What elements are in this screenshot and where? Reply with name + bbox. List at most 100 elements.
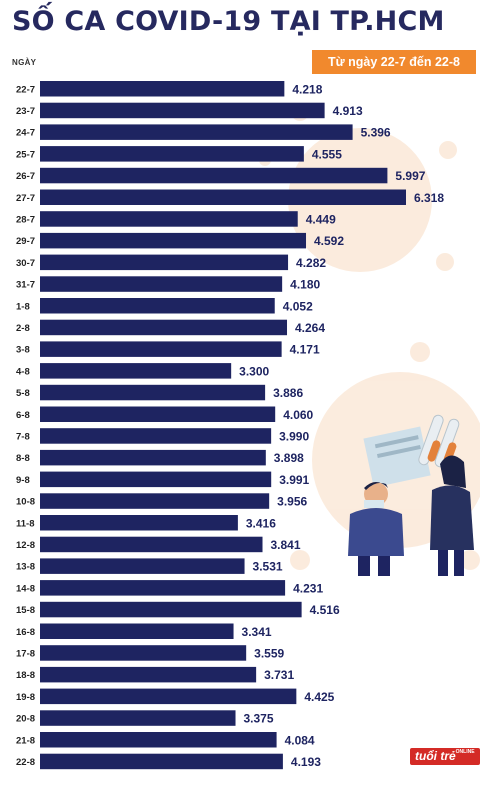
value-label: 4.180 [290, 278, 320, 292]
category-label: 20-8 [16, 714, 35, 725]
value-label: 4.449 [306, 212, 336, 226]
category-label: 27-7 [16, 193, 35, 204]
category-label: 22-7 [16, 84, 35, 95]
bar [40, 341, 282, 357]
bar [40, 276, 283, 292]
value-label: 4.264 [295, 321, 325, 335]
bar [40, 146, 304, 162]
value-label: 5.997 [395, 169, 425, 183]
brand-logo-text: tuổi trẻ [415, 749, 456, 763]
bar [40, 515, 238, 531]
bar [40, 232, 307, 249]
bar [40, 710, 236, 726]
category-label: 30-7 [16, 258, 35, 269]
bar [40, 167, 388, 184]
category-label: 9-8 [16, 475, 30, 486]
bar [40, 102, 325, 119]
category-label: 3-8 [16, 345, 30, 356]
bar [40, 384, 266, 401]
category-label: 7-8 [16, 431, 30, 442]
bar [40, 536, 263, 553]
value-label: 4.084 [285, 733, 315, 747]
value-label: 3.375 [244, 712, 274, 726]
value-label: 4.193 [291, 755, 321, 769]
value-label: 3.991 [279, 473, 309, 487]
value-label: 4.060 [283, 408, 313, 422]
value-label: 3.531 [253, 560, 283, 574]
category-label: 4-8 [16, 366, 30, 377]
bar [40, 428, 272, 444]
value-label: 3.300 [239, 364, 269, 378]
category-label: 29-7 [16, 236, 35, 247]
bar [40, 645, 247, 661]
bar [40, 319, 288, 336]
category-label: 18-8 [16, 670, 35, 681]
bar [40, 580, 286, 596]
bar [40, 406, 276, 422]
bar [40, 688, 297, 705]
test-tube-icon [418, 414, 460, 468]
bar [40, 363, 232, 379]
brand-logo: tuổi trẻONLINE [410, 748, 480, 765]
category-label: 8-8 [16, 453, 30, 464]
category-label: 26-7 [16, 171, 35, 182]
document-icon [363, 426, 431, 488]
value-label: 5.396 [361, 126, 391, 140]
value-label: 4.425 [304, 690, 334, 704]
category-label: 22-8 [16, 757, 35, 768]
bar [40, 601, 302, 618]
category-label: 1-8 [16, 301, 30, 312]
value-label: 4.171 [290, 343, 320, 357]
category-label: 28-7 [16, 214, 35, 225]
value-label: 3.956 [277, 495, 307, 509]
bar [40, 298, 275, 314]
value-label: 4.516 [310, 603, 340, 617]
value-label: 3.341 [242, 625, 272, 639]
category-label: 25-7 [16, 149, 35, 160]
category-label: 10-8 [16, 497, 35, 508]
value-label: 4.592 [314, 234, 344, 248]
category-label: 14-8 [16, 583, 35, 594]
value-label: 4.231 [293, 581, 323, 595]
category-label: 15-8 [16, 605, 35, 616]
value-label: 3.990 [279, 429, 309, 443]
bar [40, 189, 406, 205]
bar [40, 449, 266, 466]
category-label: 6-8 [16, 410, 30, 421]
category-label: 21-8 [16, 735, 35, 746]
date-range-badge: Từ ngày 22-7 đến 22-8 [312, 50, 476, 74]
bar [40, 558, 245, 574]
value-label: 3.416 [246, 516, 276, 530]
value-label: 4.282 [296, 256, 326, 270]
category-label: 2-8 [16, 323, 30, 334]
bar [40, 623, 234, 639]
chart-title: SỐ CA COVID-19 TẠI TP.HCM [12, 6, 445, 37]
bar [40, 81, 285, 97]
category-label: 11-8 [16, 518, 35, 529]
bar [40, 493, 270, 509]
bar [40, 124, 353, 140]
value-label: 6.318 [414, 191, 444, 205]
category-label: 5-8 [16, 388, 30, 399]
people-illustration [348, 414, 474, 576]
bar [40, 211, 298, 227]
category-label: 13-8 [16, 562, 35, 573]
value-label: 4.913 [333, 104, 363, 118]
category-label: 19-8 [16, 692, 35, 703]
brand-logo-tag: ONLINE [455, 749, 475, 755]
bar [40, 254, 289, 271]
value-label: 4.555 [312, 147, 342, 161]
bar [40, 753, 283, 770]
category-label: 23-7 [16, 106, 35, 117]
bar [40, 666, 257, 683]
y-axis-label: NGÀY [12, 58, 37, 67]
value-label: 4.218 [292, 82, 322, 96]
category-label: 17-8 [16, 648, 35, 659]
bar [40, 732, 277, 748]
bar [40, 471, 272, 488]
category-label: 24-7 [16, 128, 35, 139]
value-label: 3.731 [264, 668, 294, 682]
value-label: 3.841 [271, 538, 301, 552]
value-label: 3.886 [273, 386, 303, 400]
